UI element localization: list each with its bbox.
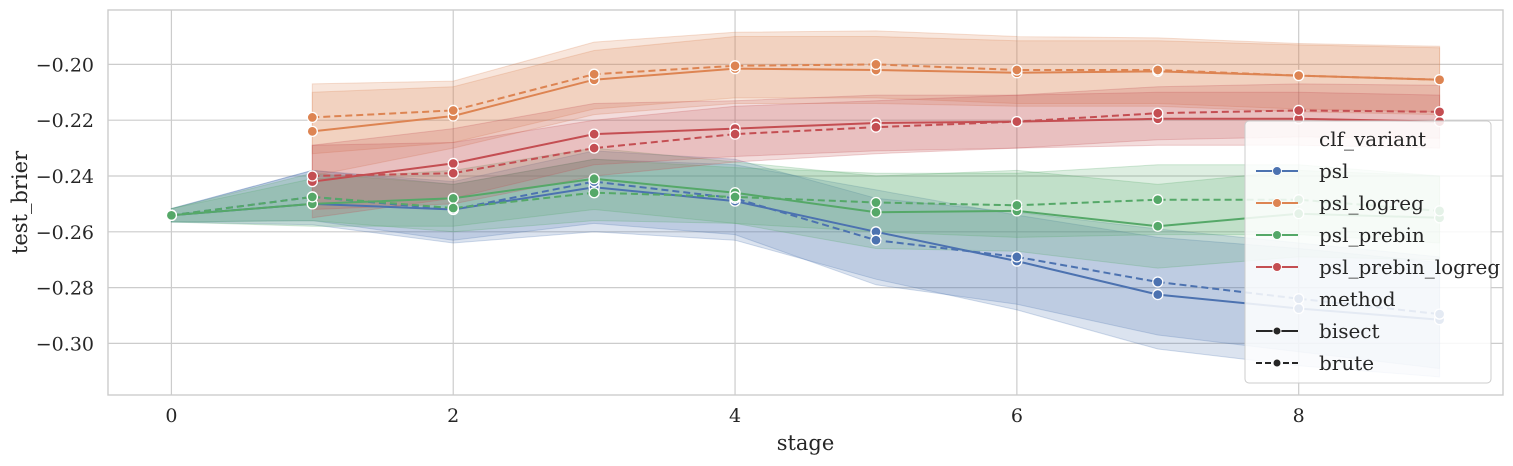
legend-style-title: method <box>1319 287 1396 311</box>
psl-prebin-logreg-brute-point <box>1152 107 1164 119</box>
legend-psl-label: psl <box>1319 159 1348 183</box>
psl-bisect-point <box>1152 288 1164 301</box>
legend-psl-marker <box>1272 166 1282 176</box>
psl-logreg-brute-point <box>1152 64 1164 76</box>
series-lines <box>171 63 1440 321</box>
psl-prebin-logreg-brute-point <box>729 128 741 140</box>
psl-prebin-brute-point <box>1152 194 1164 206</box>
x-tick-label: 8 <box>1293 405 1305 427</box>
psl-prebin-brute-point <box>870 196 882 209</box>
psl-prebin-logreg-bisect-point <box>588 128 600 140</box>
x-tick-labels: 0 2 4 6 8 <box>165 405 1304 427</box>
legend-box <box>1244 120 1492 384</box>
y-tick-label: −0.26 <box>36 222 94 244</box>
psl-prebin-logreg-brute-point <box>588 142 600 154</box>
psl-logreg-brute-line <box>312 63 1440 119</box>
legend-psl-prebin-marker <box>1272 230 1282 240</box>
x-tick-label: 0 <box>165 405 177 427</box>
legend: clf_variant psl psl_logreg psl_prebin psl_p… <box>1244 120 1500 384</box>
y-tick-labels: −0.20 −0.22 −0.24 −0.26 −0.28 −0.30 <box>36 54 94 355</box>
legend-hue-title: clf_variant <box>1319 127 1426 151</box>
psl-prebin-brute-point <box>588 187 600 199</box>
psl-prebin-brute-point <box>165 209 178 221</box>
psl-prebin-logreg-brute-point <box>447 167 459 179</box>
psl-prebin-logreg-brute-point <box>870 121 882 133</box>
psl-prebin-brute-point <box>1011 199 1023 211</box>
psl-logreg-bisect-point <box>306 125 318 138</box>
psl-prebin-logreg-brute-point <box>1293 104 1305 117</box>
y-tick-label: −0.22 <box>36 110 94 132</box>
psl-prebin-logreg-brute-point <box>1433 106 1446 118</box>
psl-logreg-brute-point <box>306 111 318 124</box>
psl-prebin-logreg-brute-point <box>306 170 318 182</box>
plot-frame <box>107 9 1504 396</box>
psl-logreg-brute-point <box>729 60 741 72</box>
psl-logreg-brute-point <box>588 68 600 80</box>
legend-bisect-label: bisect <box>1319 319 1380 343</box>
psl-bisect-line <box>171 186 1440 321</box>
psl-brute-point <box>1152 276 1164 288</box>
legend-brute-label: brute <box>1319 351 1374 375</box>
x-tick-label: 6 <box>1011 405 1023 427</box>
legend-psl-logreg-marker <box>1272 198 1282 208</box>
psl-logreg-brute-point <box>870 58 882 71</box>
psl-prebin-brute-line <box>171 191 1440 217</box>
psl-prebin-brute-point <box>729 191 741 203</box>
psl-prebin-logreg-brute-point <box>1011 115 1023 128</box>
psl-prebin-bisect-point <box>1152 220 1164 232</box>
psl-prebin-brute-point <box>447 202 459 214</box>
y-tick-label: −0.20 <box>36 54 94 76</box>
legend-psl-prebin-logreg-marker <box>1272 262 1282 272</box>
legend-psl-logreg-label: psl_logreg <box>1319 191 1424 215</box>
psl-prebin-brute-point <box>306 191 318 203</box>
y-axis-label: test_brier <box>8 150 32 254</box>
legend-brute-marker <box>1272 358 1282 368</box>
psl-prebin-logreg-bisect-point <box>447 157 459 170</box>
legend-psl-prebin-label: psl_prebin <box>1319 223 1425 247</box>
x-tick-label: 2 <box>447 405 459 427</box>
psl-brute-point <box>870 234 882 246</box>
y-tick-label: −0.30 <box>36 333 94 355</box>
x-axis-label: stage <box>777 431 835 455</box>
psl-logreg-brute-point <box>447 104 459 117</box>
legend-bisect-marker <box>1272 326 1282 336</box>
psl-prebin-bisect-line <box>171 177 1440 228</box>
x-tick-label: 4 <box>729 405 741 427</box>
psl-logreg-brute-point <box>1011 64 1023 76</box>
psl-logreg-brute-point <box>1433 74 1446 86</box>
psl-prebin-bisect-point <box>870 206 882 218</box>
psl-brute-point <box>1011 251 1023 263</box>
psl-logreg-brute-point <box>1293 69 1305 82</box>
y-tick-label: −0.24 <box>36 166 94 188</box>
psl-prebin-bisect-point <box>588 173 600 185</box>
y-tick-label: −0.28 <box>36 278 94 300</box>
psl-prebin-bisect-point <box>447 192 459 204</box>
legend-psl-prebin-logreg-label: psl_prebin_logreg <box>1319 255 1500 279</box>
